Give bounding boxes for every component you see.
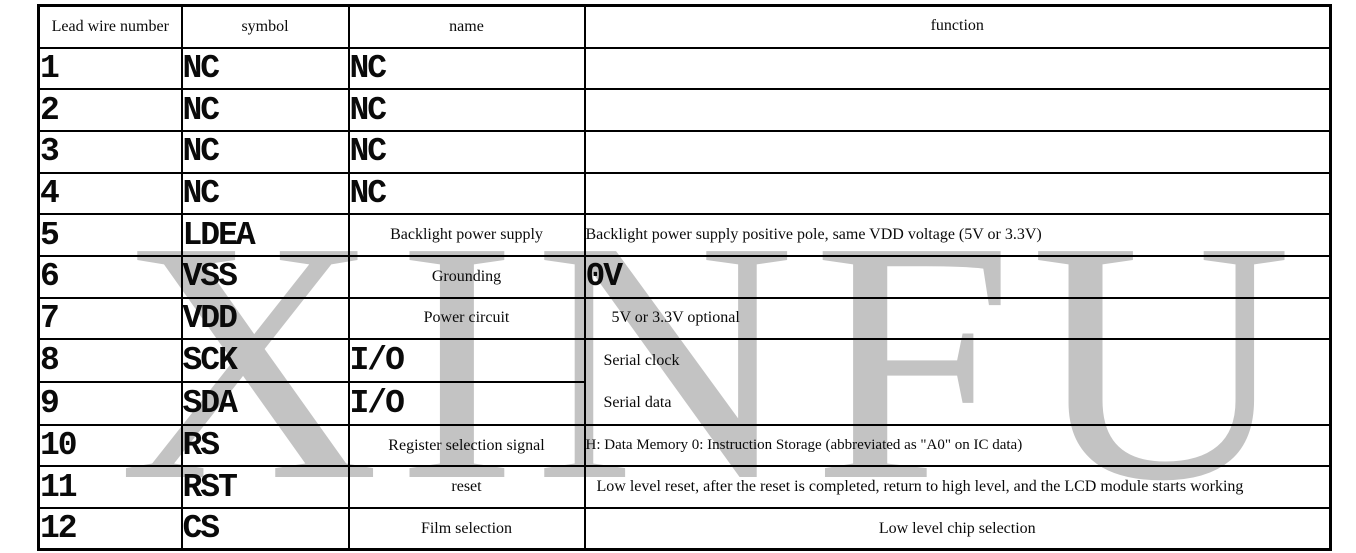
cell-lead-number: 10 <box>37 423 183 468</box>
cell-name: Backlight power supply <box>347 213 586 257</box>
table-row-pin-2: 2 NC NC <box>37 88 1332 132</box>
cell-function <box>583 129 1332 174</box>
cell-name: I/O <box>347 338 586 383</box>
cell-symbol: NC <box>180 88 350 132</box>
serial-clock-line: Serial clock <box>603 352 680 370</box>
column-header-lead-wire-number: Lead wire number <box>37 4 183 49</box>
cell-function: 0V <box>583 254 1332 299</box>
cell-name: Film selection <box>347 507 586 551</box>
cell-name: NC <box>347 88 586 132</box>
cell-lead-number: 5 <box>37 213 183 257</box>
cell-name: reset <box>347 465 586 510</box>
header-row: Lead wire number symbol name function <box>37 4 1332 49</box>
table-row-pin-3: 3 NC NC <box>37 129 1332 174</box>
cell-lead-number: 6 <box>37 254 183 299</box>
cell-name: Register selection signal <box>347 423 586 468</box>
cell-lead-number: 12 <box>37 507 183 551</box>
serial-data-line: Serial data <box>603 393 672 411</box>
table-row-pin-5: 5 LDEA Backlight power supply Backlight … <box>37 213 1332 257</box>
cell-name: NC <box>347 171 586 216</box>
cell-function-merged-serial: Serial clock Serial data <box>583 338 1332 426</box>
cell-symbol: SCK <box>180 338 350 383</box>
cell-lead-number: 4 <box>37 171 183 216</box>
cell-lead-number: 11 <box>37 465 183 510</box>
column-header-symbol: symbol <box>180 4 350 49</box>
cell-lead-number: 2 <box>37 88 183 132</box>
table-row-pin-10: 10 RS Register selection signal H: Data … <box>37 423 1332 468</box>
cell-function: Low level reset, after the reset is comp… <box>583 465 1332 510</box>
cell-symbol: NC <box>180 129 350 174</box>
cell-symbol: NC <box>180 171 350 216</box>
cell-name: I/O <box>347 381 586 426</box>
cell-name: Power circuit <box>347 296 586 341</box>
cell-name: NC <box>347 129 586 174</box>
cell-symbol: SDA <box>180 381 350 426</box>
cell-lead-number: 3 <box>37 129 183 174</box>
cell-symbol: LDEA <box>180 213 350 257</box>
cell-function <box>583 171 1332 216</box>
column-header-function: function <box>583 4 1332 49</box>
cell-function: Low level chip selection <box>583 507 1332 551</box>
cell-symbol: RST <box>180 465 350 510</box>
table-row-pin-8: 8 SCK I/O Serial clock Serial data <box>37 338 1332 426</box>
cell-function <box>583 46 1332 91</box>
table-row-pin-1: 1 NC NC <box>37 46 1332 91</box>
pin-function-table: Lead wire number symbol name function 1 … <box>37 4 1332 552</box>
cell-function: 5V or 3.3V optional <box>583 296 1332 341</box>
cell-function <box>583 88 1332 132</box>
cell-symbol: CS <box>180 507 350 551</box>
cell-symbol: VSS <box>180 254 350 299</box>
cell-function: Backlight power supply positive pole, sa… <box>583 213 1332 257</box>
cell-symbol: VDD <box>180 296 350 341</box>
cell-name: Grounding <box>347 254 586 299</box>
table-row-pin-4: 4 NC NC <box>37 171 1332 216</box>
cell-lead-number: 1 <box>37 46 183 91</box>
cell-function: H: Data Memory 0: Instruction Storage (a… <box>583 423 1332 468</box>
cell-symbol: NC <box>180 46 350 91</box>
cell-lead-number: 9 <box>37 381 183 426</box>
table-row-pin-7: 7 VDD Power circuit 5V or 3.3V optional <box>37 296 1332 341</box>
column-header-name: name <box>347 4 586 49</box>
cell-lead-number: 7 <box>37 296 183 341</box>
table-row-pin-12: 12 CS Film selection Low level chip sele… <box>37 507 1332 551</box>
cell-name: NC <box>347 46 586 91</box>
cell-lead-number: 8 <box>37 338 183 383</box>
table-row-pin-6: 6 VSS Grounding 0V <box>37 254 1332 299</box>
table-row-pin-11: 11 RST reset Low level reset, after the … <box>37 465 1332 510</box>
cell-symbol: RS <box>180 423 350 468</box>
table-row-pin-9: 9 SDA I/O <box>37 381 1331 426</box>
